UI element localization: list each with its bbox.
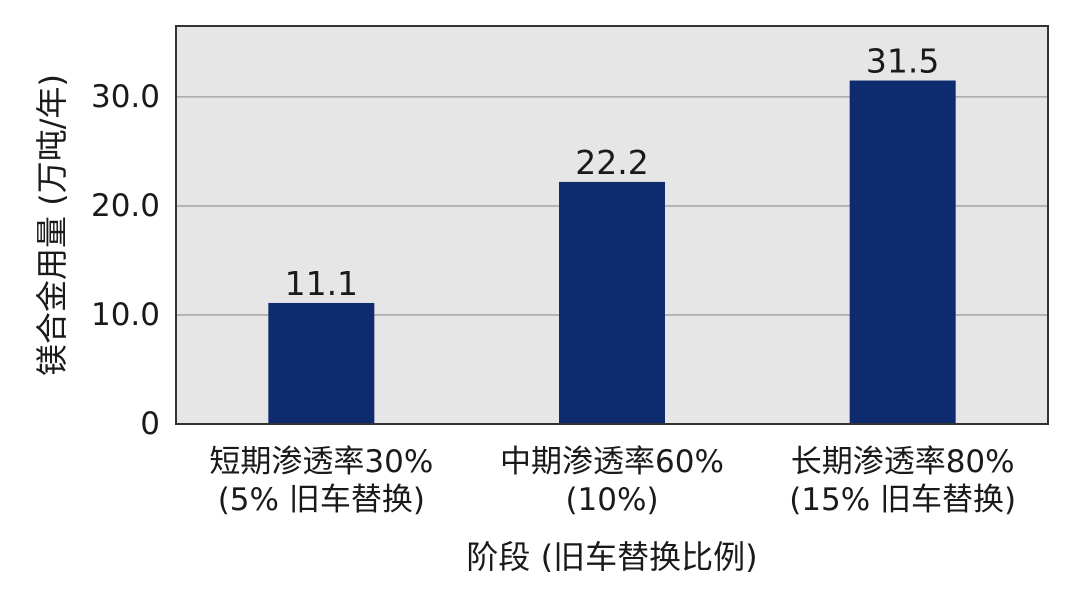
y-axis-title: 镁合金用量 (万吨/年) xyxy=(33,74,71,376)
x-axis-title: 阶段 (旧车替换比例) xyxy=(466,538,757,576)
x-category-label: (15% 旧车替换) xyxy=(789,482,1016,518)
bar xyxy=(849,80,956,425)
bars xyxy=(268,80,956,425)
x-category-label: (5% 旧车替换) xyxy=(218,482,425,518)
x-category-label: 短期渗透率30% xyxy=(209,444,433,480)
bar xyxy=(559,181,665,424)
data-label: 31.5 xyxy=(866,42,939,81)
y-tick-label: 30.0 xyxy=(91,79,160,115)
plot-frame xyxy=(175,25,1049,425)
data-label: 11.1 xyxy=(285,264,358,303)
y-tick-label: 20.0 xyxy=(91,188,160,224)
bar xyxy=(268,302,375,424)
data-label: 22.2 xyxy=(575,143,648,182)
x-category-label: 长期渗透率80% xyxy=(791,444,1015,480)
y-tick-label: 10.0 xyxy=(91,297,160,333)
y-axis-ticks: 0 10.0 20.0 30.0 xyxy=(91,79,160,442)
y-tick-label: 0 xyxy=(140,406,160,442)
x-category-label: 中期渗透率60% xyxy=(500,444,724,480)
x-axis-categories: 短期渗透率30%(5% 旧车替换) 中期渗透率60%(10%) 长期渗透率80%(1… xyxy=(209,444,1016,518)
data-labels: 11.1 22.2 31.5 xyxy=(285,42,940,303)
x-category-label: (10%) xyxy=(565,482,658,518)
